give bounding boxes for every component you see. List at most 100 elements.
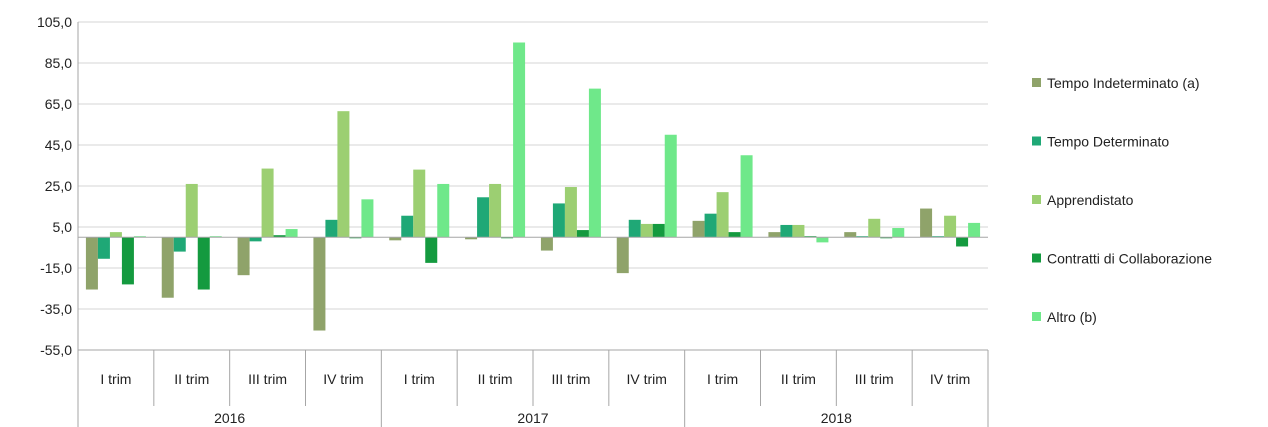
bar bbox=[133, 236, 146, 238]
bar bbox=[513, 42, 526, 238]
bar bbox=[816, 237, 829, 243]
bar bbox=[616, 237, 629, 274]
bar bbox=[552, 203, 565, 238]
bar bbox=[389, 237, 402, 241]
legend-label: Contratti di Collaborazione bbox=[1047, 251, 1212, 267]
legend: Tempo Indeterminato (a) Tempo Determinato… bbox=[1032, 75, 1212, 325]
bar bbox=[121, 237, 134, 285]
y-tick-label: -15,0 bbox=[40, 260, 72, 276]
legend-swatch bbox=[1032, 312, 1041, 321]
legend-label: Apprendistato bbox=[1047, 192, 1134, 208]
bar bbox=[249, 237, 262, 242]
x-category-label: IV trim bbox=[627, 371, 667, 387]
bar bbox=[197, 237, 210, 290]
bar bbox=[425, 237, 438, 263]
bar bbox=[588, 88, 601, 238]
bar bbox=[85, 237, 98, 290]
legend-label: Tempo Determinato bbox=[1047, 134, 1169, 150]
x-category-label: II trim bbox=[781, 371, 816, 387]
bar bbox=[880, 237, 893, 239]
bar bbox=[856, 236, 869, 238]
bar bbox=[209, 236, 222, 238]
bar bbox=[261, 168, 274, 238]
bar bbox=[564, 187, 577, 238]
y-axis-ticks: 105,0 85,0 65,0 45,0 25,0 5,0 -15,0 -35,0 -55,0 bbox=[37, 14, 72, 358]
x-group-label: 2017 bbox=[517, 410, 548, 426]
y-tick-label: 25,0 bbox=[45, 178, 72, 194]
x-category-label: II trim bbox=[174, 371, 209, 387]
bar bbox=[968, 222, 981, 238]
y-tick-label: 85,0 bbox=[45, 55, 72, 71]
legend-label: Altro (b) bbox=[1047, 309, 1097, 325]
x-category-label: IV trim bbox=[930, 371, 970, 387]
y-tick-label: 5,0 bbox=[53, 219, 73, 235]
bar bbox=[540, 237, 553, 251]
legend-swatch bbox=[1032, 195, 1041, 204]
x-category-label: II trim bbox=[478, 371, 513, 387]
x-category-label: I trim bbox=[100, 371, 131, 387]
bar bbox=[716, 192, 729, 238]
bar bbox=[768, 232, 781, 238]
gridlines bbox=[78, 21, 988, 351]
legend-label: Tempo Indeterminato (a) bbox=[1047, 75, 1200, 91]
bar bbox=[932, 236, 945, 238]
bar bbox=[692, 220, 705, 238]
bar bbox=[337, 111, 350, 238]
bar bbox=[780, 224, 793, 238]
bar bbox=[576, 230, 589, 238]
bar bbox=[956, 237, 969, 247]
bar bbox=[628, 219, 641, 238]
bar bbox=[489, 183, 502, 238]
y-tick-label: 105,0 bbox=[37, 14, 72, 30]
x-category-label: I trim bbox=[707, 371, 738, 387]
bar bbox=[361, 199, 374, 238]
bar bbox=[465, 237, 478, 240]
legend-swatch bbox=[1032, 78, 1041, 87]
bar bbox=[792, 224, 805, 238]
bar bbox=[501, 237, 514, 239]
bar bbox=[237, 237, 250, 276]
x-group-label: 2018 bbox=[821, 410, 852, 426]
bar bbox=[413, 169, 426, 238]
bar bbox=[313, 237, 326, 331]
bar bbox=[109, 232, 122, 238]
axes bbox=[77, 22, 989, 427]
y-tick-label: 45,0 bbox=[45, 137, 72, 153]
y-tick-label: -55,0 bbox=[40, 342, 72, 358]
bar bbox=[401, 215, 414, 238]
legend-swatch bbox=[1032, 253, 1041, 263]
bar bbox=[273, 235, 286, 238]
y-tick-label: 65,0 bbox=[45, 96, 72, 112]
bar bbox=[173, 237, 186, 252]
bar bbox=[97, 237, 110, 259]
bar bbox=[185, 183, 198, 238]
x-category-label: III trim bbox=[248, 371, 287, 387]
bar bbox=[349, 237, 362, 239]
bar bbox=[868, 218, 881, 238]
bar bbox=[728, 232, 741, 238]
x-group-label: 2016 bbox=[214, 410, 245, 426]
bar bbox=[161, 237, 174, 298]
x-category-label: III trim bbox=[855, 371, 894, 387]
x-axis-categories: I trim II trim III trim IV trim I trim II tri… bbox=[100, 371, 970, 426]
bar bbox=[920, 208, 933, 238]
bar bbox=[740, 155, 753, 238]
bar bbox=[285, 229, 298, 238]
y-tick-label: -35,0 bbox=[40, 301, 72, 317]
x-category-label: I trim bbox=[404, 371, 435, 387]
x-category-label: III trim bbox=[551, 371, 590, 387]
bar bbox=[325, 219, 338, 238]
x-category-label: IV trim bbox=[323, 371, 363, 387]
bar bbox=[944, 215, 957, 238]
bar bbox=[844, 232, 857, 238]
legend-swatch bbox=[1032, 136, 1041, 146]
bar bbox=[704, 213, 717, 238]
bar bbox=[664, 134, 677, 238]
bar bbox=[892, 228, 905, 238]
bar bbox=[804, 236, 817, 238]
bar bbox=[640, 223, 653, 238]
bars bbox=[85, 42, 981, 331]
bar bbox=[437, 183, 450, 238]
bar bbox=[477, 197, 490, 238]
